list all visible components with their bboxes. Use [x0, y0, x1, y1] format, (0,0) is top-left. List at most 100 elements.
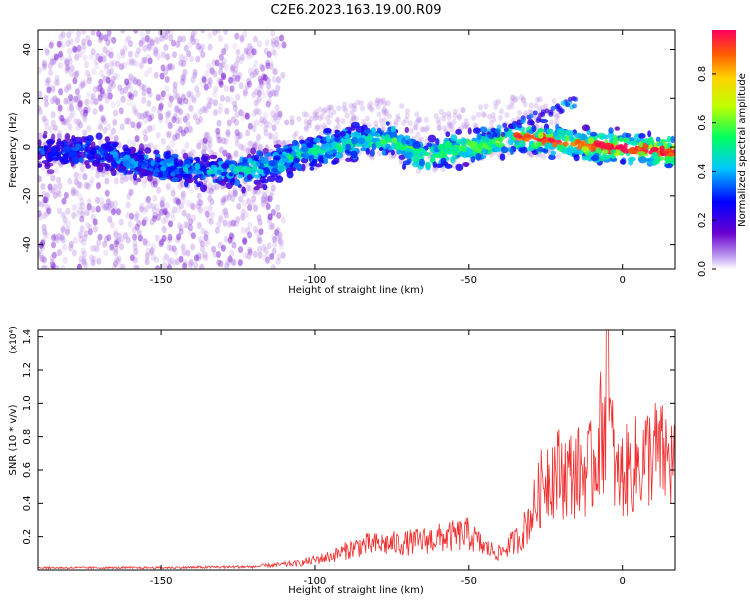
heatmap-noise-cell	[118, 63, 124, 71]
heatmap-noise-cell	[81, 239, 87, 247]
heatmap-noise-cell	[100, 170, 106, 178]
heatmap-ridge-cell	[334, 136, 340, 143]
heatmap-noise-cell	[123, 175, 128, 183]
heatmap-noise-cell	[193, 30, 198, 36]
heatmap-noise-cell	[183, 126, 189, 134]
heatmap-ridge-cell	[581, 155, 588, 161]
heatmap-noise-cell	[141, 96, 147, 104]
heatmap-noise-cell	[186, 90, 192, 98]
heatmap-noise-cell	[235, 48, 241, 56]
heatmap-noise-cell	[185, 249, 191, 257]
heatmap-noise-cell	[64, 117, 70, 125]
heatmap-noise-cell	[117, 143, 123, 151]
heatmap-noise-cell	[196, 43, 202, 50]
heatmap-ridge-cell	[357, 137, 366, 145]
heatmap-noise-cell	[104, 177, 110, 185]
heatmap-ridge-cell	[138, 143, 145, 152]
heatmap-noise-cell	[93, 57, 99, 65]
heatmap-noise-cell	[160, 137, 166, 145]
heatmap-noise-cell	[380, 122, 386, 129]
heatmap-noise-cell	[146, 100, 152, 107]
heatmap-noise-cell	[556, 153, 561, 160]
heatmap-noise-cell	[197, 206, 203, 214]
heatmap-ridge-cell	[318, 159, 324, 164]
heatmap-noise-cell	[245, 129, 251, 137]
heatmap-noise-cell	[155, 213, 161, 221]
heatmap-noise-cell	[76, 263, 82, 269]
heatmap-noise-cell	[256, 89, 262, 97]
heatmap-ridge-cell	[370, 132, 379, 137]
heatmap-noise-cell	[446, 114, 452, 120]
heatmap-ridge-cell	[333, 133, 341, 138]
heatmap-noise-cell	[38, 109, 44, 117]
snr-series-line	[38, 330, 675, 570]
heatmap-noise-cell	[49, 264, 55, 269]
heatmap-noise-cell	[148, 248, 154, 256]
heatmap-noise-cell	[537, 106, 543, 113]
heatmap-noise-cell	[158, 104, 164, 111]
heatmap-noise-cell	[231, 74, 237, 82]
heatmap-noise-cell	[77, 100, 83, 108]
heatmap-ridge-cell	[401, 137, 407, 145]
heatmap-noise-cell	[162, 208, 168, 216]
heatmap-ridge-cell	[479, 126, 488, 133]
heatmap-ridge-cell	[369, 149, 375, 157]
heatmap-noise-cell	[89, 176, 95, 184]
heatmap-noise-cell	[256, 236, 262, 244]
heatmap-noise-cell	[41, 264, 47, 269]
heatmap-noise-cell	[271, 48, 277, 56]
heatmap-ridge-cell	[294, 157, 300, 164]
heatmap-ridge-cell	[525, 134, 535, 139]
heatmap-ridge-cell	[602, 154, 611, 160]
heatmap-noise-cell	[517, 109, 523, 116]
heatmap-noise-cell	[471, 114, 477, 121]
heatmap-noise-cell	[247, 221, 253, 229]
heatmap-noise-cell	[221, 196, 226, 204]
heatmap-noise-cell	[360, 105, 366, 112]
heatmap-ridge-cell	[555, 103, 561, 109]
heatmap-noise-cell	[52, 232, 58, 240]
heatmap-noise-cell	[382, 107, 387, 113]
heatmap-noise-cell	[92, 218, 98, 226]
heatmap-noise-cell	[162, 226, 168, 234]
heatmap-noise-cell	[257, 218, 263, 226]
heatmap-noise-cell	[79, 225, 85, 233]
heatmap-noise-cell	[133, 248, 139, 256]
heatmap-ridge-cell	[40, 150, 45, 156]
heatmap-noise-cell	[80, 109, 85, 117]
heatmap-noise-cell	[207, 32, 213, 40]
heatmap-noise-cell	[498, 108, 504, 115]
heatmap-noise-cell	[167, 236, 173, 244]
heatmap-noise-cell	[233, 66, 239, 74]
heatmap-noise-cell	[280, 71, 286, 79]
heatmap-ridge-cell	[111, 161, 118, 169]
heatmap-noise-cell	[435, 116, 441, 123]
heatmap-noise-cell	[169, 64, 175, 71]
heatmap-noise-cell	[181, 75, 187, 83]
heatmap-noise-cell	[220, 94, 225, 102]
heatmap-noise-cell	[196, 222, 202, 229]
heatmap-ridge-cell	[254, 154, 259, 161]
heatmap-noise-cell	[216, 136, 222, 144]
heatmap-ridge-cell	[242, 156, 248, 164]
heatmap-noise-cell	[74, 189, 80, 197]
heatmap-ridge-cell	[656, 142, 664, 147]
heatmap-noise-cell	[38, 107, 43, 115]
heatmap-noise-cell	[146, 36, 152, 44]
heatmap-noise-cell	[57, 104, 63, 112]
heatmap-noise-cell	[64, 85, 69, 93]
heatmap-noise-cell	[220, 198, 226, 206]
heatmap-noise-cell	[185, 121, 191, 128]
heatmap-noise-cell	[81, 30, 87, 35]
heatmap-noise-cell	[51, 58, 57, 66]
heatmap-noise-cell	[528, 102, 534, 109]
heatmap-noise-cell	[59, 233, 65, 241]
heatmap-noise-cell	[189, 55, 194, 63]
heatmap-noise-cell	[73, 71, 79, 79]
heatmap-noise-cell	[53, 53, 59, 61]
heatmap-noise-cell	[137, 112, 142, 120]
heatmap-noise-cell	[60, 31, 66, 39]
heatmap-ridge-cell	[144, 147, 152, 154]
heatmap-noise-cell	[393, 118, 399, 125]
heatmap-ridge-cell	[499, 153, 506, 161]
